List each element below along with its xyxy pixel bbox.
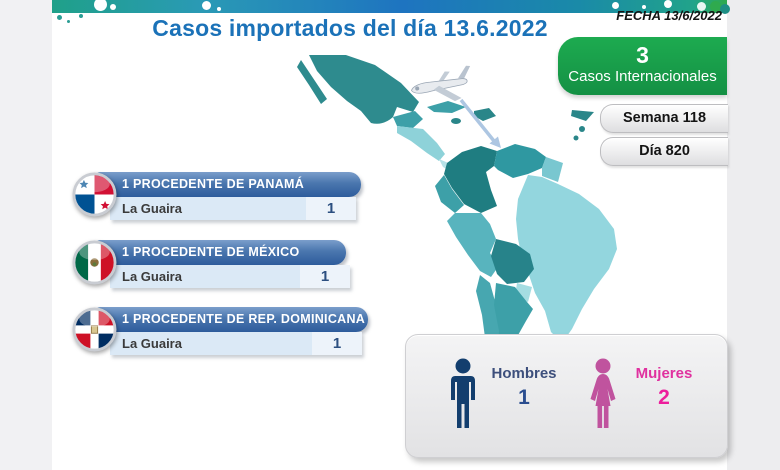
female-label: Mujeres — [635, 365, 693, 382]
case-count: 1 — [312, 332, 362, 355]
male-count: 1 — [518, 386, 530, 409]
female-count: 2 — [658, 386, 670, 409]
flight-arrow — [459, 98, 501, 148]
case-location: La Guaira — [110, 265, 300, 288]
latin-america-map — [297, 55, 617, 345]
dominican-republic-flag-icon — [72, 307, 117, 352]
international-cases-count: 3 — [636, 42, 649, 68]
female-stats: Mujeres 2 — [618, 365, 710, 410]
virus-splash-icon — [217, 7, 221, 11]
case-header-panama: 1 PROCEDENTE DE PANAMÁ — [95, 172, 361, 197]
virus-splash-icon — [94, 0, 107, 11]
case-row-mexico: La Guaira 1 — [110, 265, 350, 288]
virus-splash-icon — [720, 4, 730, 14]
mexico-flag-icon — [72, 240, 117, 285]
virus-dot-icon — [67, 20, 70, 23]
page-title: Casos importados del día 13.6.2022 — [152, 15, 548, 41]
international-cases-box: 3 Casos Internacionales — [558, 37, 727, 95]
virus-splash-icon — [697, 2, 706, 11]
female-icon — [590, 358, 616, 428]
right-margin — [727, 0, 780, 470]
virus-splash-icon — [642, 5, 646, 9]
panama-flag-icon — [72, 172, 117, 217]
virus-splash-icon — [710, 1, 721, 12]
gender-stats-box: Hombres 1 Mujeres 2 — [405, 334, 728, 458]
virus-dot-icon — [57, 15, 62, 20]
case-row-panama: La Guaira 1 — [110, 197, 356, 220]
week-badge: Semana 118 — [600, 104, 728, 133]
virus-splash-icon — [110, 4, 116, 10]
male-stats: Hombres 1 — [478, 365, 570, 410]
virus-splash-icon — [612, 2, 619, 9]
top-banner — [52, 0, 730, 14]
virus-dot-icon — [79, 14, 83, 18]
left-margin — [0, 0, 52, 470]
international-cases-label: Casos Internacionales — [568, 68, 717, 85]
case-location: La Guaira — [110, 197, 306, 220]
virus-splash-icon — [664, 0, 672, 8]
case-count: 1 — [300, 265, 350, 288]
male-label: Hombres — [491, 365, 557, 382]
case-header-mexico: 1 PROCEDENTE DE MÉXICO — [95, 240, 346, 265]
case-location: La Guaira — [110, 332, 312, 355]
airplane-icon — [411, 65, 471, 102]
day-badge: Día 820 — [600, 137, 728, 166]
case-header-dominican-republic: 1 PROCEDENTE DE REP. DOMINICANA — [95, 307, 368, 332]
male-icon — [451, 358, 475, 428]
virus-splash-icon — [202, 1, 211, 10]
case-row-dominican-republic: La Guaira 1 — [110, 332, 362, 355]
case-count: 1 — [306, 197, 356, 220]
date-label: FECHA 13/6/2022 — [616, 8, 722, 23]
